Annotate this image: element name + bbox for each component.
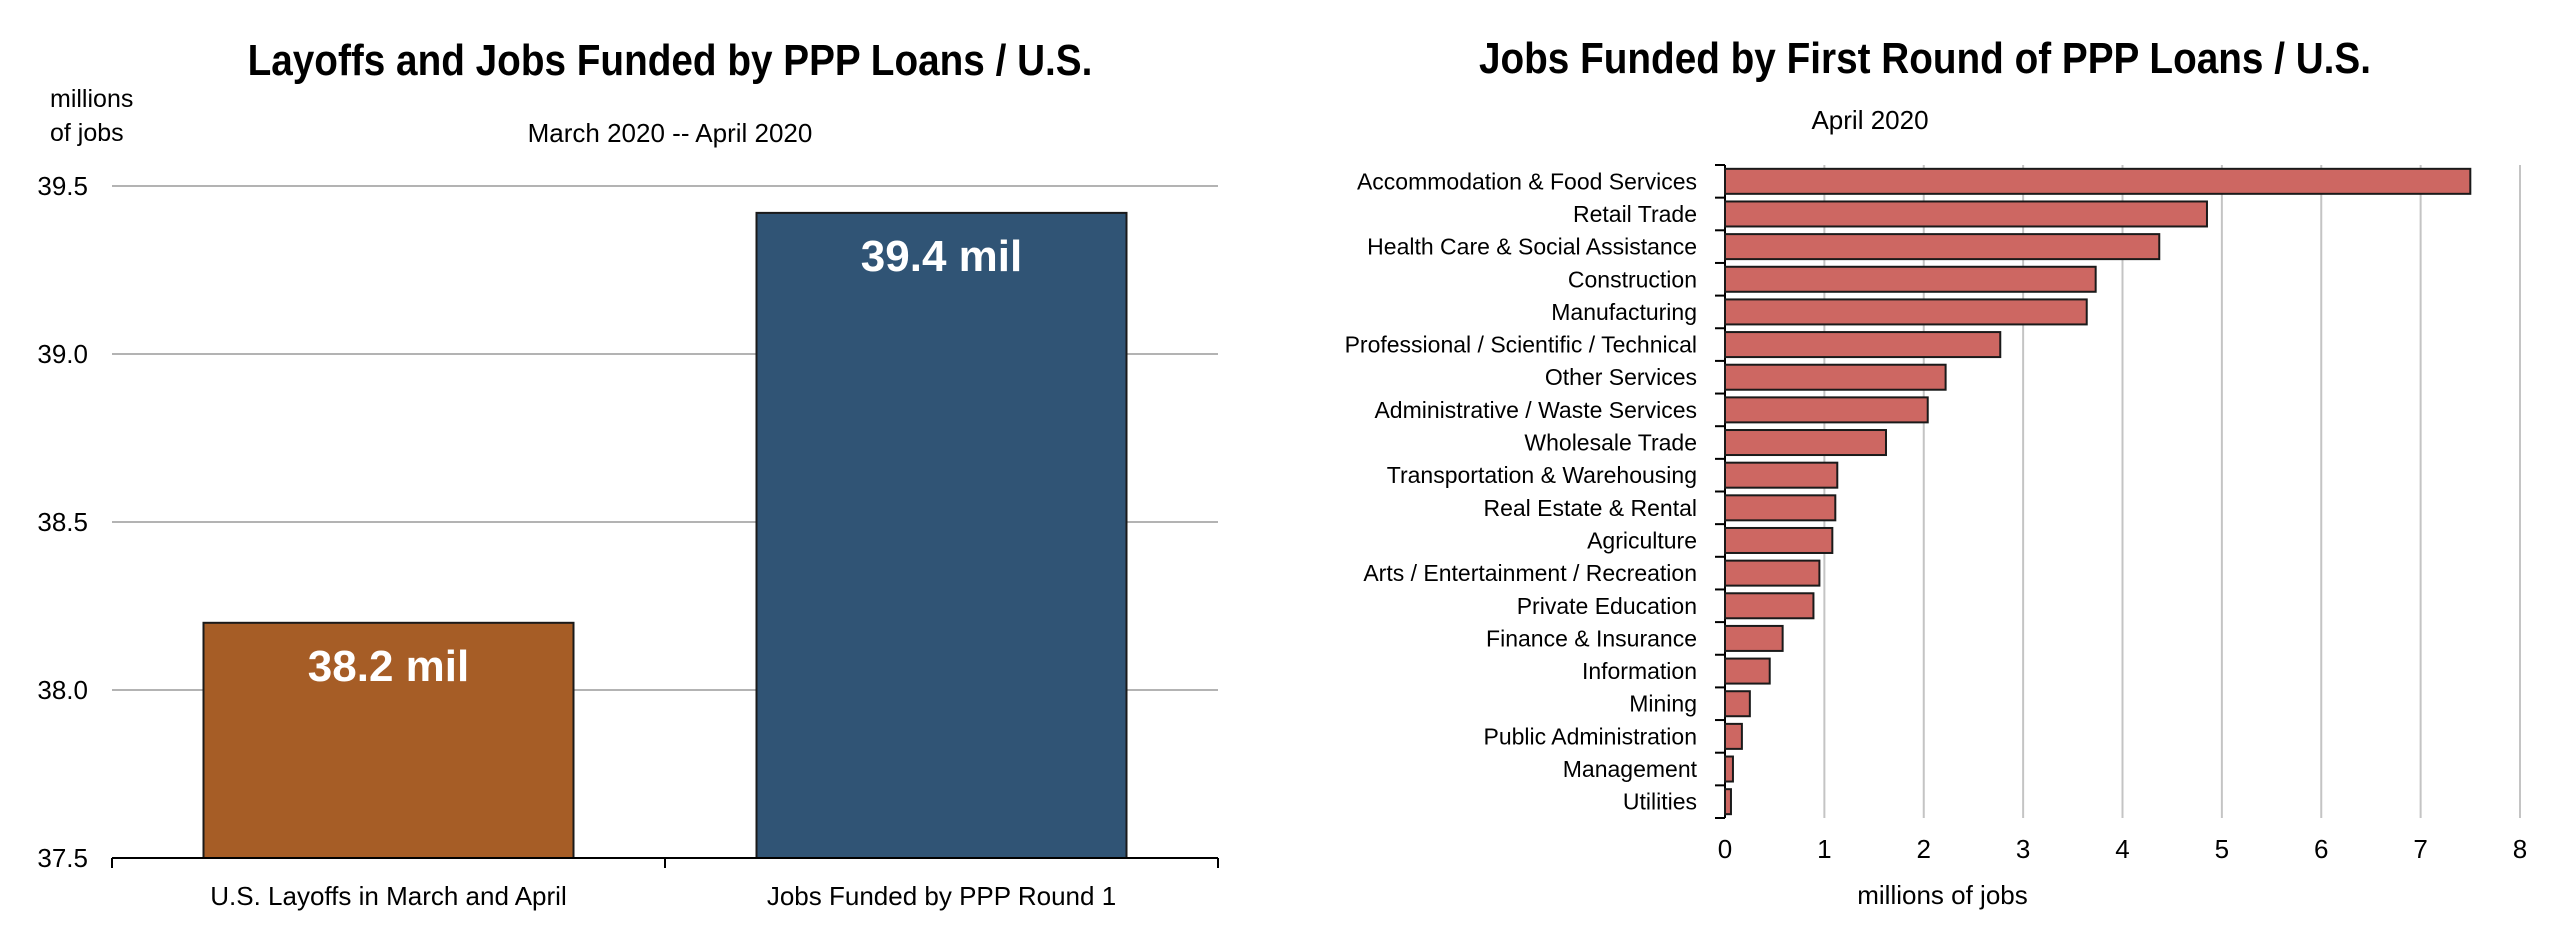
ppp-industry-chart-panel: Jobs Funded by First Round of PPP Loans … — [1280, 0, 2560, 943]
bar-data-label: 39.4 mil — [861, 232, 1022, 281]
bar — [1724, 657, 1771, 685]
bar — [1724, 526, 1834, 554]
y-tick-label: Manufacturing — [1551, 299, 1697, 325]
bar — [202, 621, 575, 859]
x-tick-label: 7 — [2413, 834, 2427, 864]
layoffs-chart-ylabel-line-1: millions — [50, 85, 134, 113]
bar — [1724, 755, 1734, 783]
y-tick-label: Mining — [1629, 691, 1697, 717]
bar — [1724, 559, 1821, 587]
y-tick-label: Real Estate & Rental — [1483, 495, 1697, 521]
layoffs-chart-panel: Layoffs and Jobs Funded by PPP Loans / U… — [37, 36, 1219, 911]
bar — [1724, 298, 2088, 326]
y-tick-label: 37.5 — [37, 843, 88, 873]
bar — [1724, 429, 1887, 457]
bar — [1724, 363, 1947, 391]
y-tick-label: Private Education — [1517, 593, 1697, 619]
ppp-industry-chart-title: Jobs Funded by First Round of PPP Loans … — [1478, 34, 2372, 83]
y-tick-label: Health Care & Social Assistance — [1367, 234, 1697, 260]
y-tick-label: 38.5 — [37, 507, 88, 537]
y-tick-label: 39.5 — [37, 171, 88, 201]
y-tick-label: Professional / Scientific / Technical — [1345, 332, 1697, 358]
bar — [1724, 233, 2161, 261]
bar — [1724, 624, 1784, 652]
x-tick-label: 6 — [2314, 834, 2328, 864]
y-tick-label: Administrative / Waste Services — [1374, 397, 1697, 423]
bar — [1724, 396, 1929, 424]
y-tick-label: Arts / Entertainment / Recreation — [1363, 560, 1697, 586]
bar — [1724, 722, 1743, 750]
x-axis-label: millions of jobs — [1857, 880, 2028, 910]
bar-data-label: 38.2 mil — [308, 642, 469, 691]
bar — [1724, 265, 2097, 293]
y-tick-label: Construction — [1568, 266, 1697, 292]
x-tick-label: 4 — [2115, 834, 2129, 864]
bar — [1724, 200, 2208, 228]
bar — [1724, 461, 1839, 489]
x-tick-label: 3 — [2016, 834, 2030, 864]
y-tick-label: Wholesale Trade — [1524, 430, 1697, 456]
y-tick-label: Finance & Insurance — [1486, 625, 1697, 651]
layoffs-chart-ylabel: millions of jobs — [50, 82, 133, 150]
x-tick-label: 0 — [1718, 834, 1732, 864]
layoffs-chart-ylabel-line-2: of jobs — [50, 119, 124, 147]
layoffs-chart-title: Layoffs and Jobs Funded by PPP Loans / U… — [247, 36, 1093, 85]
bar — [1724, 494, 1837, 522]
bar — [1724, 592, 1815, 620]
bar — [1724, 690, 1751, 718]
bar — [1724, 788, 1732, 816]
layoffs-chart-plot: 37.5 38.0 38.5 39.0 39.5 38.2 mil U.S. Layoffs… — [37, 171, 1219, 911]
y-tick-label: Transportation & Warehousing — [1387, 462, 1697, 488]
y-tick-label: 38.0 — [37, 675, 88, 705]
y-tick-label: Retail Trade — [1573, 201, 1697, 227]
y-tick-label: Utilities — [1623, 789, 1697, 815]
y-tick-label: Management — [1563, 756, 1698, 782]
y-tick-label: Agriculture — [1587, 527, 1697, 553]
x-tick-label: 1 — [1817, 834, 1831, 864]
y-tick-label: 39.0 — [37, 339, 88, 369]
layoffs-chart-subtitle: March 2020 -- April 2020 — [527, 118, 813, 148]
x-tick-label: 5 — [2215, 834, 2229, 864]
x-tick-label: U.S. Layoffs in March and April — [210, 881, 566, 911]
y-tick-label: Accommodation & Food Services — [1357, 168, 1697, 194]
bar — [1724, 167, 2472, 195]
bar — [755, 211, 1128, 859]
ppp-industry-chart-subtitle: April 2020 — [1811, 105, 1929, 135]
ppp-industry-chart-plot: 0 1 2 3 4 5 6 7 8 Accommodation & Food Services Re… — [1345, 164, 2527, 910]
y-tick-label: Public Administration — [1484, 723, 1698, 749]
x-tick-label: Jobs Funded by PPP Round 1 — [767, 881, 1116, 911]
y-tick-label: Information — [1582, 658, 1697, 684]
x-tick-label: 2 — [1917, 834, 1931, 864]
y-tick-label: Other Services — [1545, 364, 1697, 390]
bar — [1724, 331, 2002, 359]
x-tick-label: 8 — [2513, 834, 2527, 864]
